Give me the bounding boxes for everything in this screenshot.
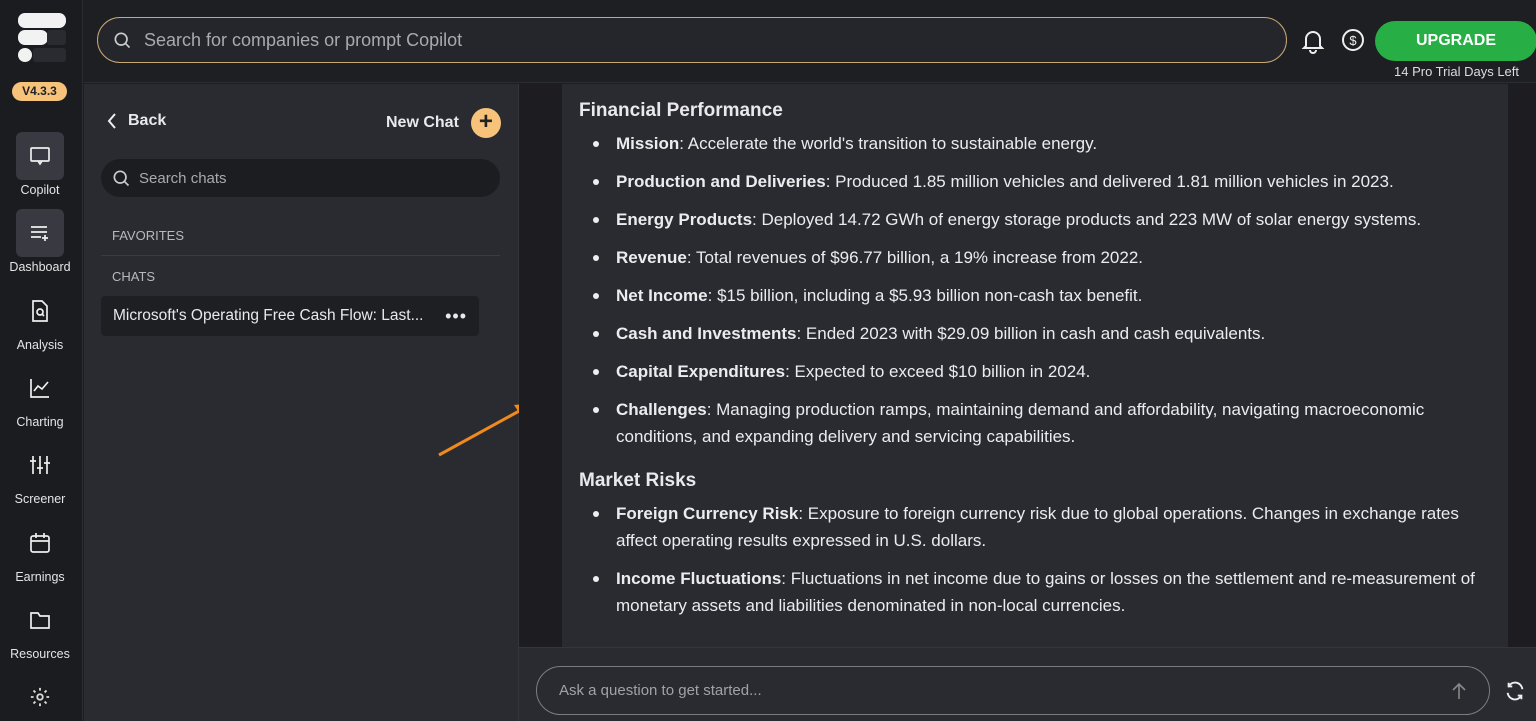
more-options-icon[interactable]: ••• xyxy=(445,305,467,326)
nav-item-charting[interactable]: Charting xyxy=(0,364,80,429)
list-item: Capital Expenditures: Expected to exceed… xyxy=(589,358,1491,385)
divider xyxy=(101,255,500,256)
item-text: : Total revenues of $96.77 billion, a 19… xyxy=(686,248,1144,267)
list-item: Revenue: Total revenues of $96.77 billio… xyxy=(589,244,1491,271)
chats-heading: CHATS xyxy=(112,269,156,284)
section-heading: Market Risks xyxy=(579,470,697,491)
section-heading: Financial Performance xyxy=(579,100,783,121)
list-item: Production and Deliveries: Produced 1.85… xyxy=(589,168,1491,195)
upgrade-button[interactable]: UPGRADE xyxy=(1375,21,1536,61)
settings-icon[interactable] xyxy=(29,686,51,708)
item-text: : Produced 1.85 million vehicles and del… xyxy=(825,172,1394,191)
item-label: Challenges xyxy=(616,400,707,419)
bullet-list: Mission: Accelerate the world's transiti… xyxy=(589,130,1491,450)
ask-question-input[interactable]: Ask a question to get started... xyxy=(536,666,1490,715)
search-chats-placeholder: Search chats xyxy=(139,169,227,187)
list-item: Foreign Currency Risk: Exposure to forei… xyxy=(589,500,1491,554)
sliders-icon xyxy=(30,456,50,475)
nav-label: Earnings xyxy=(15,569,65,584)
back-button[interactable]: Back xyxy=(106,112,166,130)
item-text: : Accelerate the world's transition to s… xyxy=(679,134,1098,153)
composer-bar: Ask a question to get started... xyxy=(519,647,1536,721)
nav-item-copilot[interactable]: Copilot xyxy=(0,132,80,197)
chat-list-item[interactable]: Microsoft's Operating Free Cash Flow: La… xyxy=(101,296,479,336)
new-chat-label: New Chat xyxy=(386,114,459,131)
search-placeholder: Search for companies or prompt Copilot xyxy=(144,29,463,50)
chevron-left-icon xyxy=(107,113,116,129)
favorites-heading: FAVORITES xyxy=(112,228,184,243)
item-text: : Managing production ramps, maintaining… xyxy=(616,400,1425,446)
item-text: : Ended 2023 with $29.09 billion in cash… xyxy=(796,324,1266,343)
search-chats-input[interactable]: Search chats xyxy=(101,159,500,197)
ask-placeholder: Ask a question to get started... xyxy=(559,682,762,699)
svg-text:$: $ xyxy=(1349,33,1357,48)
nav-label: Charting xyxy=(16,414,64,429)
nav-label: Analysis xyxy=(16,337,64,352)
dollar-icon[interactable]: $ xyxy=(1341,28,1365,52)
bell-icon[interactable] xyxy=(1301,28,1325,54)
item-label: Revenue xyxy=(616,248,687,267)
chat-icon xyxy=(30,147,50,166)
chat-title: Microsoft's Operating Free Cash Flow: La… xyxy=(113,307,424,324)
logo xyxy=(18,13,66,62)
response-message: Financial Performance Mission: Accelerate… xyxy=(562,84,1508,647)
nav-item-analysis[interactable]: Analysis xyxy=(0,287,80,352)
trial-days-label: 14 Pro Trial Days Left xyxy=(1394,64,1519,79)
top-bar: Search for companies or prompt Copilot $… xyxy=(84,0,1536,83)
refresh-icon[interactable] xyxy=(1504,680,1526,702)
list-add-icon xyxy=(31,226,48,242)
item-label: Capital Expenditures xyxy=(616,362,786,381)
list-item: Income Fluctuations: Fluctuations in net… xyxy=(589,565,1491,619)
item-text: : Fluctuations in net income due to gain… xyxy=(616,569,1475,615)
item-text: : $15 billion, including a $5.93 billion… xyxy=(707,286,1143,305)
item-label: Income Fluctuations xyxy=(616,569,782,588)
chat-response-area: Financial Performance Mission: Accelerate… xyxy=(519,84,1536,647)
global-search-input[interactable]: Search for companies or prompt Copilot xyxy=(97,17,1287,63)
nav-item-earnings[interactable]: Earnings xyxy=(0,519,80,584)
nav-item-dashboard[interactable]: Dashboard xyxy=(0,209,80,274)
item-label: Energy Products xyxy=(616,210,753,229)
list-item: Net Income: $15 billion, including a $5.… xyxy=(589,282,1491,309)
nav-label: Dashboard xyxy=(9,260,71,275)
nav-label: Screener xyxy=(14,492,66,507)
search-icon xyxy=(114,32,131,49)
send-arrow-up-icon[interactable] xyxy=(1451,682,1467,700)
plus-icon[interactable]: + xyxy=(470,108,501,138)
search-icon xyxy=(113,170,130,187)
new-chat-button[interactable]: New Chat + xyxy=(386,108,501,138)
line-chart-icon xyxy=(30,378,49,398)
item-label: Cash and Investments xyxy=(616,324,797,343)
list-item: Challenges: Managing production ramps, m… xyxy=(589,396,1491,450)
back-label: Back xyxy=(128,112,167,129)
nav-item-screener[interactable]: Screener xyxy=(0,441,80,506)
item-label: Production and Deliveries xyxy=(616,172,826,191)
item-label: Mission xyxy=(616,134,680,153)
list-item: Energy Products: Deployed 14.72 GWh of e… xyxy=(589,206,1491,233)
nav-label: Copilot xyxy=(20,183,60,197)
document-search-icon xyxy=(32,299,48,322)
nav-rail: V4.3.3 Copilot Dashboard Analysis Charting S… xyxy=(0,0,83,721)
version-badge: V4.3.3 xyxy=(12,82,67,101)
nav-label: Resources xyxy=(10,646,70,661)
chat-history-panel: Back New Chat + Search chats FAVORITES C… xyxy=(84,84,519,721)
list-item: Mission: Accelerate the world's transiti… xyxy=(589,130,1491,157)
list-item: Cash and Investments: Ended 2023 with $2… xyxy=(589,320,1491,347)
nav-item-resources[interactable]: Resources xyxy=(0,596,80,661)
calendar-icon xyxy=(30,532,50,553)
folder-icon xyxy=(30,611,50,629)
item-label: Net Income xyxy=(616,286,708,305)
item-text: : Exposure to foreign currency risk due … xyxy=(616,504,1459,550)
item-text: : Deployed 14.72 GWh of energy storage p… xyxy=(752,210,1422,229)
item-label: Foreign Currency Risk xyxy=(616,504,799,523)
bullet-list: Foreign Currency Risk: Exposure to forei… xyxy=(589,500,1491,619)
item-text: : Expected to exceed $10 billion in 2024… xyxy=(785,362,1091,381)
